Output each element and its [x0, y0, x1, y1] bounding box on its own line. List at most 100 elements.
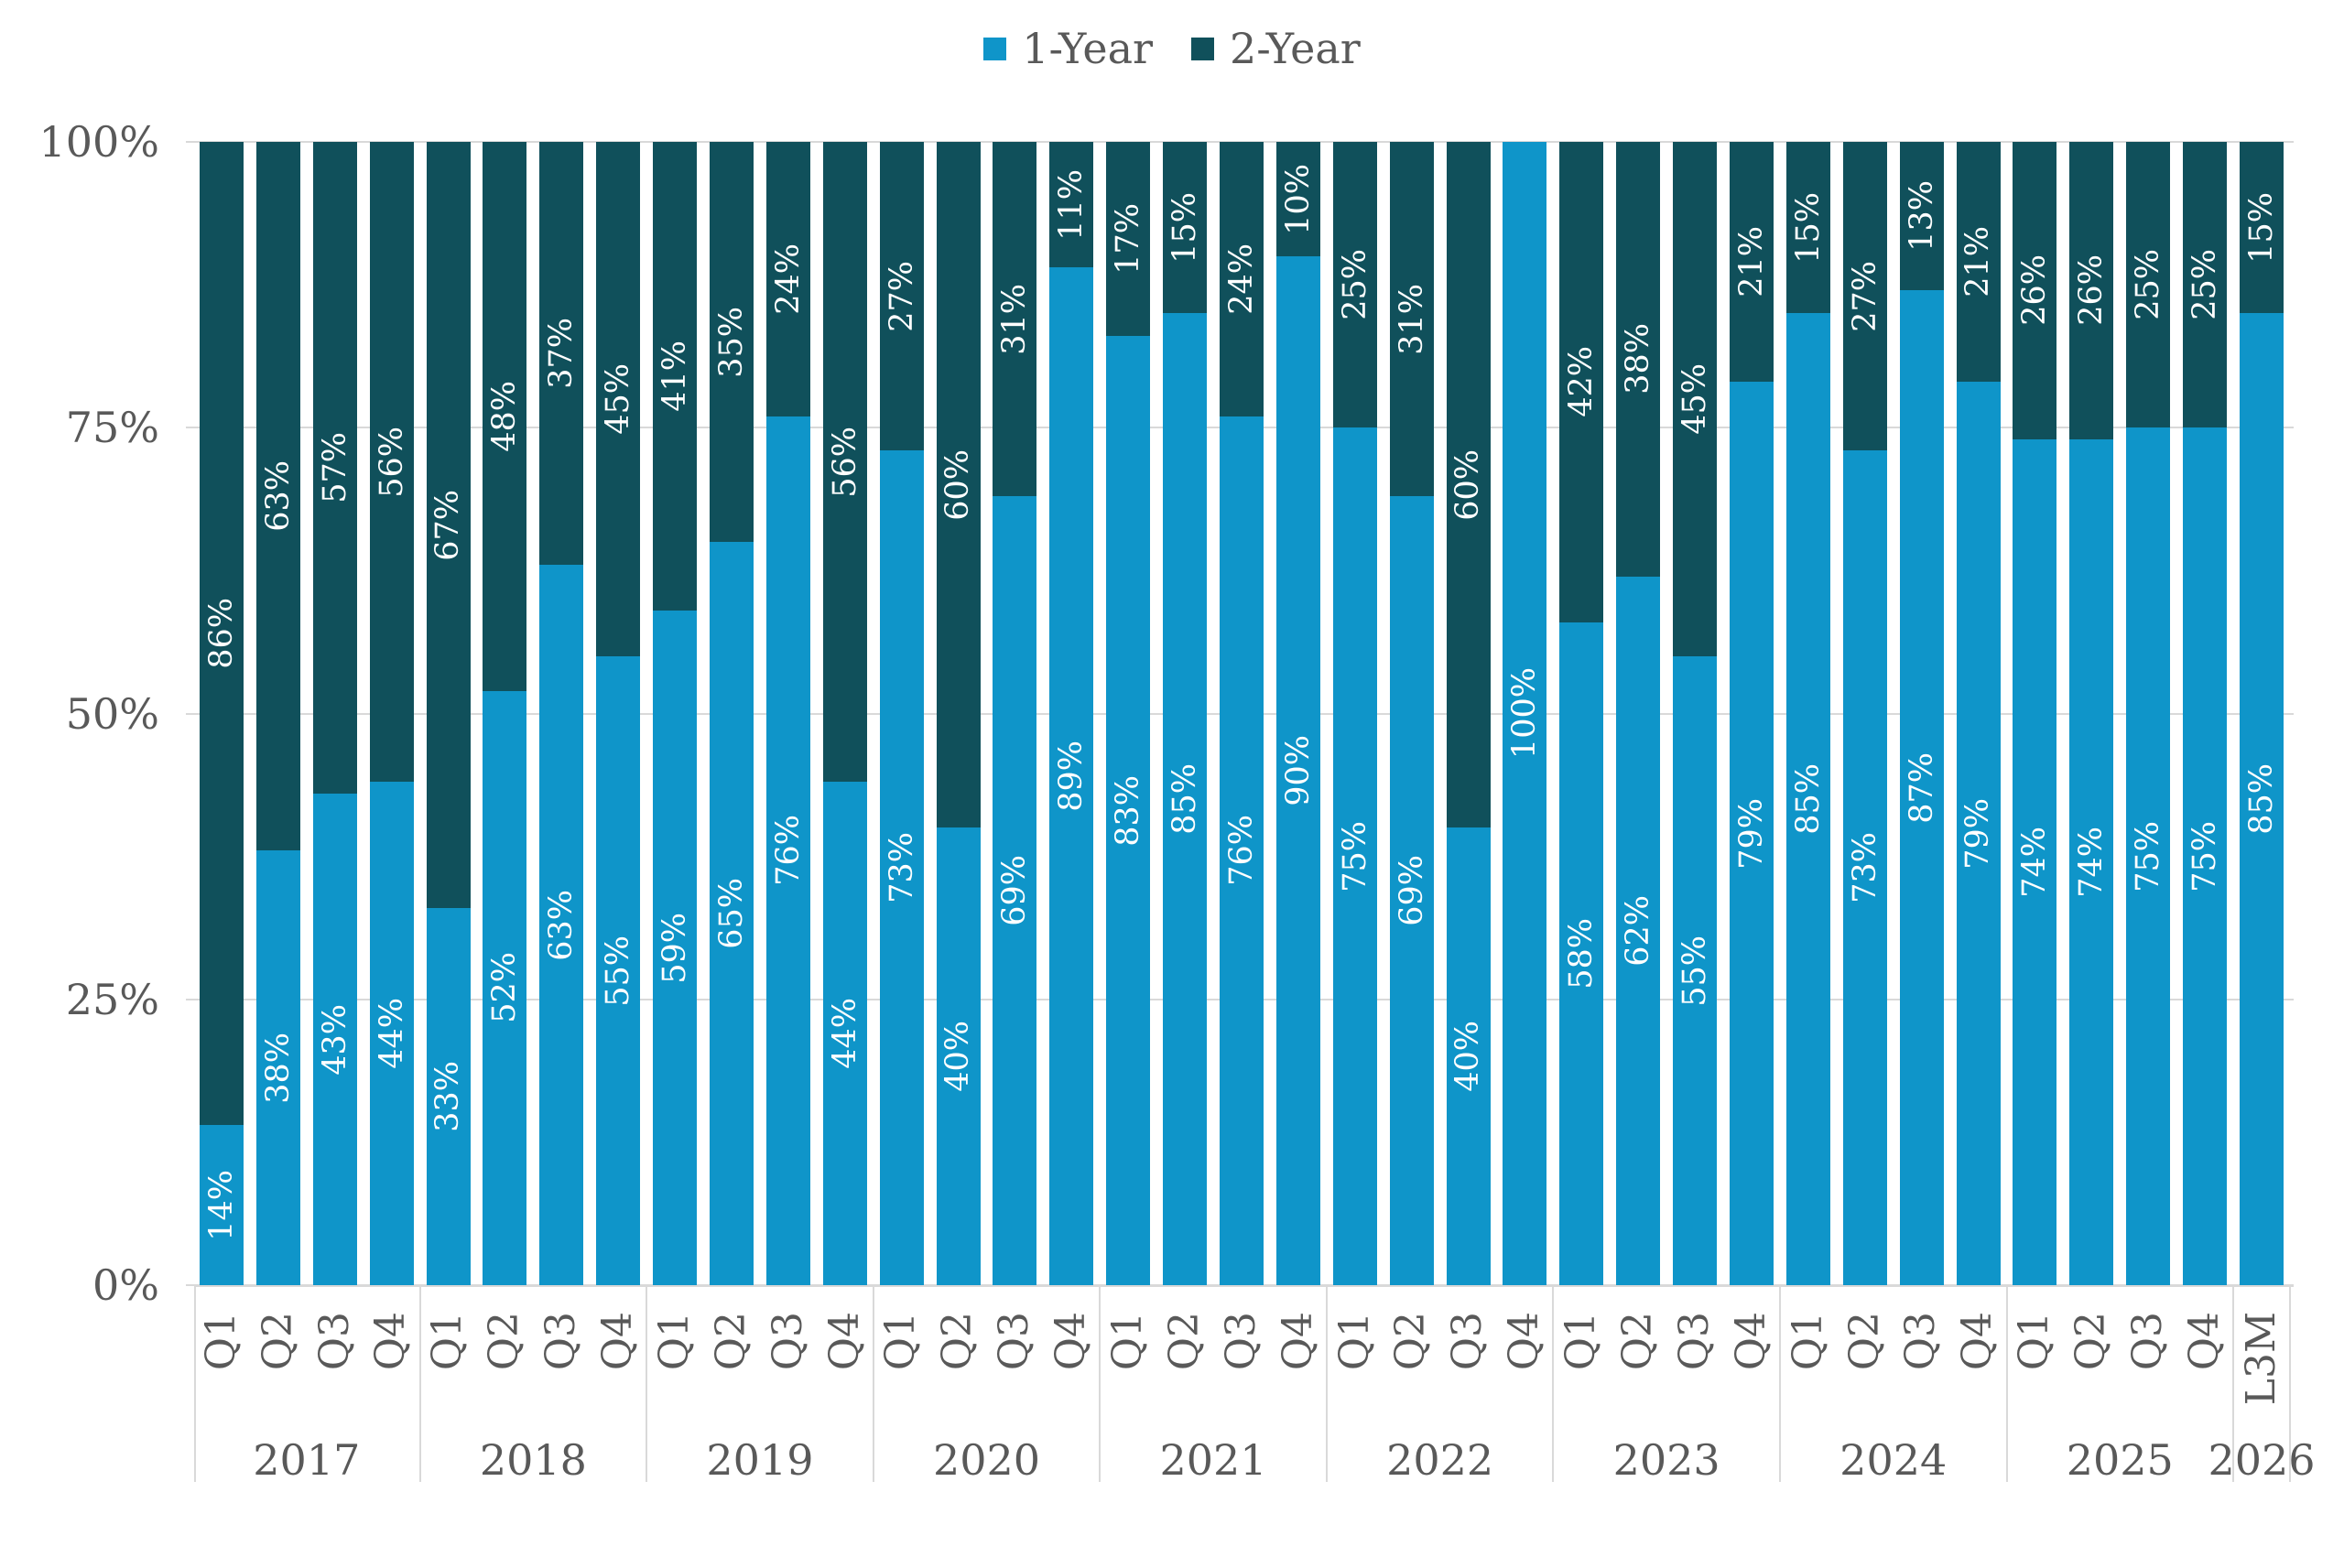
bar-segment-2year: 67% [426, 142, 471, 908]
quarter-tick-label: Q4 [1954, 1312, 2001, 1370]
plot-area: 86% 14% 63% 38% 57% 43% 56% 44% 67% 33% 48% 52% 37% 6… [186, 141, 2294, 1286]
bar-label-2year: 24% [769, 243, 807, 315]
quarter-tick-label: Q2 [1841, 1312, 1888, 1370]
bar-label-2year: 26% [2073, 254, 2111, 327]
bar-2024-Q2: 27% 73% [1842, 142, 1887, 1285]
bar-label-2year: 41% [656, 341, 693, 412]
quarter-tick-label: Q1 [1104, 1312, 1151, 1370]
quarter-tick-label: Q3 [1444, 1312, 1492, 1371]
bar-2017-Q1: 86% 14% [200, 142, 244, 1285]
bar-segment-1year: 76% [765, 416, 810, 1285]
bar-label-1year: 43% [316, 1003, 353, 1076]
bar-label-1year: 76% [1222, 815, 1260, 887]
y-axis-tick [186, 1284, 194, 1286]
bar-2023-Q2: 38% 62% [1616, 142, 1661, 1285]
quarter-label-text: Q2 [254, 1312, 301, 1371]
bar-2019-Q4: 56% 44% [822, 142, 867, 1285]
bar-segment-2year: 25% [2183, 142, 2228, 428]
bar-label-1year: 90% [1279, 735, 1317, 806]
bar-2018-Q2: 48% 52% [483, 142, 527, 1285]
y-axis-tick [186, 998, 194, 1000]
bar-2017-Q4: 56% 44% [369, 142, 414, 1285]
legend-swatch-1-year [983, 37, 1007, 60]
bar-2019-Q3: 24% 76% [765, 142, 810, 1285]
chart-legend: 1-Year 2-Year [0, 27, 2344, 70]
bar-label-2year: 56% [373, 426, 410, 498]
bar-segment-2year: 37% [539, 142, 584, 566]
bar-segment-1year: 58% [1559, 622, 1604, 1285]
bar-segment-2year: 25% [2126, 142, 2171, 428]
quarter-tick-label: Q2 [1387, 1312, 1435, 1371]
bar-segment-1year: 40% [936, 827, 981, 1285]
quarter-label-text: Q2 [481, 1312, 528, 1371]
bar-segment-2year: 15% [2240, 142, 2284, 314]
bar-2018-Q4: 45% 55% [596, 142, 641, 1285]
bar-segment-1year: 69% [993, 496, 1037, 1285]
bar-label-1year: 59% [656, 912, 693, 984]
quarter-label-text: Q1 [650, 1312, 698, 1371]
bar-segment-1year: 79% [1956, 382, 2001, 1285]
quarter-label-text: Q3 [1670, 1312, 1718, 1371]
quarter-tick-label: Q1 [650, 1312, 698, 1371]
bar-2021-Q2: 15% 85% [1163, 142, 1208, 1285]
bar-segment-2year: 38% [1616, 142, 1661, 577]
bar-segment-2year: 56% [822, 142, 867, 783]
quarter-tick-label: Q1 [1557, 1312, 1605, 1371]
bar-2025-Q3: 25% 75% [2126, 142, 2171, 1285]
year-separator [1099, 1287, 1101, 1482]
year-separator [418, 1287, 421, 1482]
quarter-label-text: Q1 [1557, 1312, 1605, 1371]
bar-segment-2year: 31% [993, 142, 1037, 497]
quarter-tick-label: Q4 [1501, 1312, 1547, 1370]
bar-2020-Q1: 27% 73% [879, 142, 924, 1285]
bar-segment-2year: 35% [710, 142, 754, 543]
bar-label-1year: 74% [2016, 826, 2054, 898]
year-separator [1552, 1287, 1555, 1482]
bar-label-2year: 31% [996, 283, 1034, 355]
bar-segment-1year: 85% [1785, 313, 1830, 1285]
bar-label-1year: 40% [1449, 1021, 1487, 1093]
bar-label-2year: 26% [2016, 254, 2054, 327]
bar-segment-2year: 56% [369, 142, 414, 783]
bar-label-1year: 75% [1336, 820, 1373, 892]
quarter-tick-label: Q2 [2067, 1312, 2114, 1370]
bar-label-1year: 44% [826, 998, 863, 1070]
bar-segment-1year: 74% [2069, 438, 2114, 1285]
quarter-label-text: Q4 [820, 1312, 868, 1371]
bar-2024-Q1: 15% 85% [1785, 142, 1830, 1285]
bar-segment-2year: 15% [1785, 142, 1830, 314]
quarter-label-text: Q3 [1444, 1312, 1492, 1371]
quarter-tick-label: Q1 [1785, 1312, 1831, 1370]
bar-label-2year: 86% [202, 598, 240, 669]
bar-label-1year: 100% [1506, 667, 1544, 760]
quarter-label-text: Q1 [2011, 1312, 2058, 1371]
quarter-label-text: L3M [2237, 1312, 2284, 1406]
bar-2025-Q1: 26% 74% [2013, 142, 2057, 1285]
quarter-label-text: Q2 [1614, 1312, 1662, 1371]
quarter-label-text: Q2 [1387, 1312, 1435, 1371]
bar-segment-1year: 100% [1503, 142, 1547, 1285]
bar-segment-2year: 57% [312, 142, 357, 794]
y-axis-tick-label: 100% [38, 117, 159, 167]
bar-segment-2year: 25% [1332, 142, 1377, 428]
bar-label-1year: 52% [486, 952, 524, 1024]
bar-segment-1year: 75% [2183, 427, 2228, 1285]
bar-segment-1year: 52% [483, 690, 527, 1285]
bar-label-2year: 37% [543, 318, 581, 389]
legend-label: 1-Year [1022, 24, 1153, 73]
year-separator [2288, 1287, 2291, 1482]
bar-2017-Q3: 57% 43% [312, 142, 357, 1285]
bar-segment-2year: 17% [1106, 142, 1151, 337]
bar-segment-1year: 76% [1220, 416, 1264, 1285]
bar-label-2year: 25% [2130, 249, 2167, 321]
bar-segment-2year: 13% [1899, 142, 1944, 291]
bar-label-1year: 79% [1732, 797, 1770, 870]
bar-label-2year: 15% [1166, 191, 1203, 264]
bar-segment-1year: 83% [1106, 336, 1151, 1285]
bar-label-1year: 85% [1166, 763, 1203, 836]
quarter-tick-label: L3M [2237, 1312, 2284, 1406]
y-axis-tick [186, 141, 194, 143]
year-label: 2025 [2066, 1435, 2174, 1485]
bar-label-1year: 87% [1903, 752, 1940, 824]
bar-label-1year: 65% [712, 878, 750, 949]
